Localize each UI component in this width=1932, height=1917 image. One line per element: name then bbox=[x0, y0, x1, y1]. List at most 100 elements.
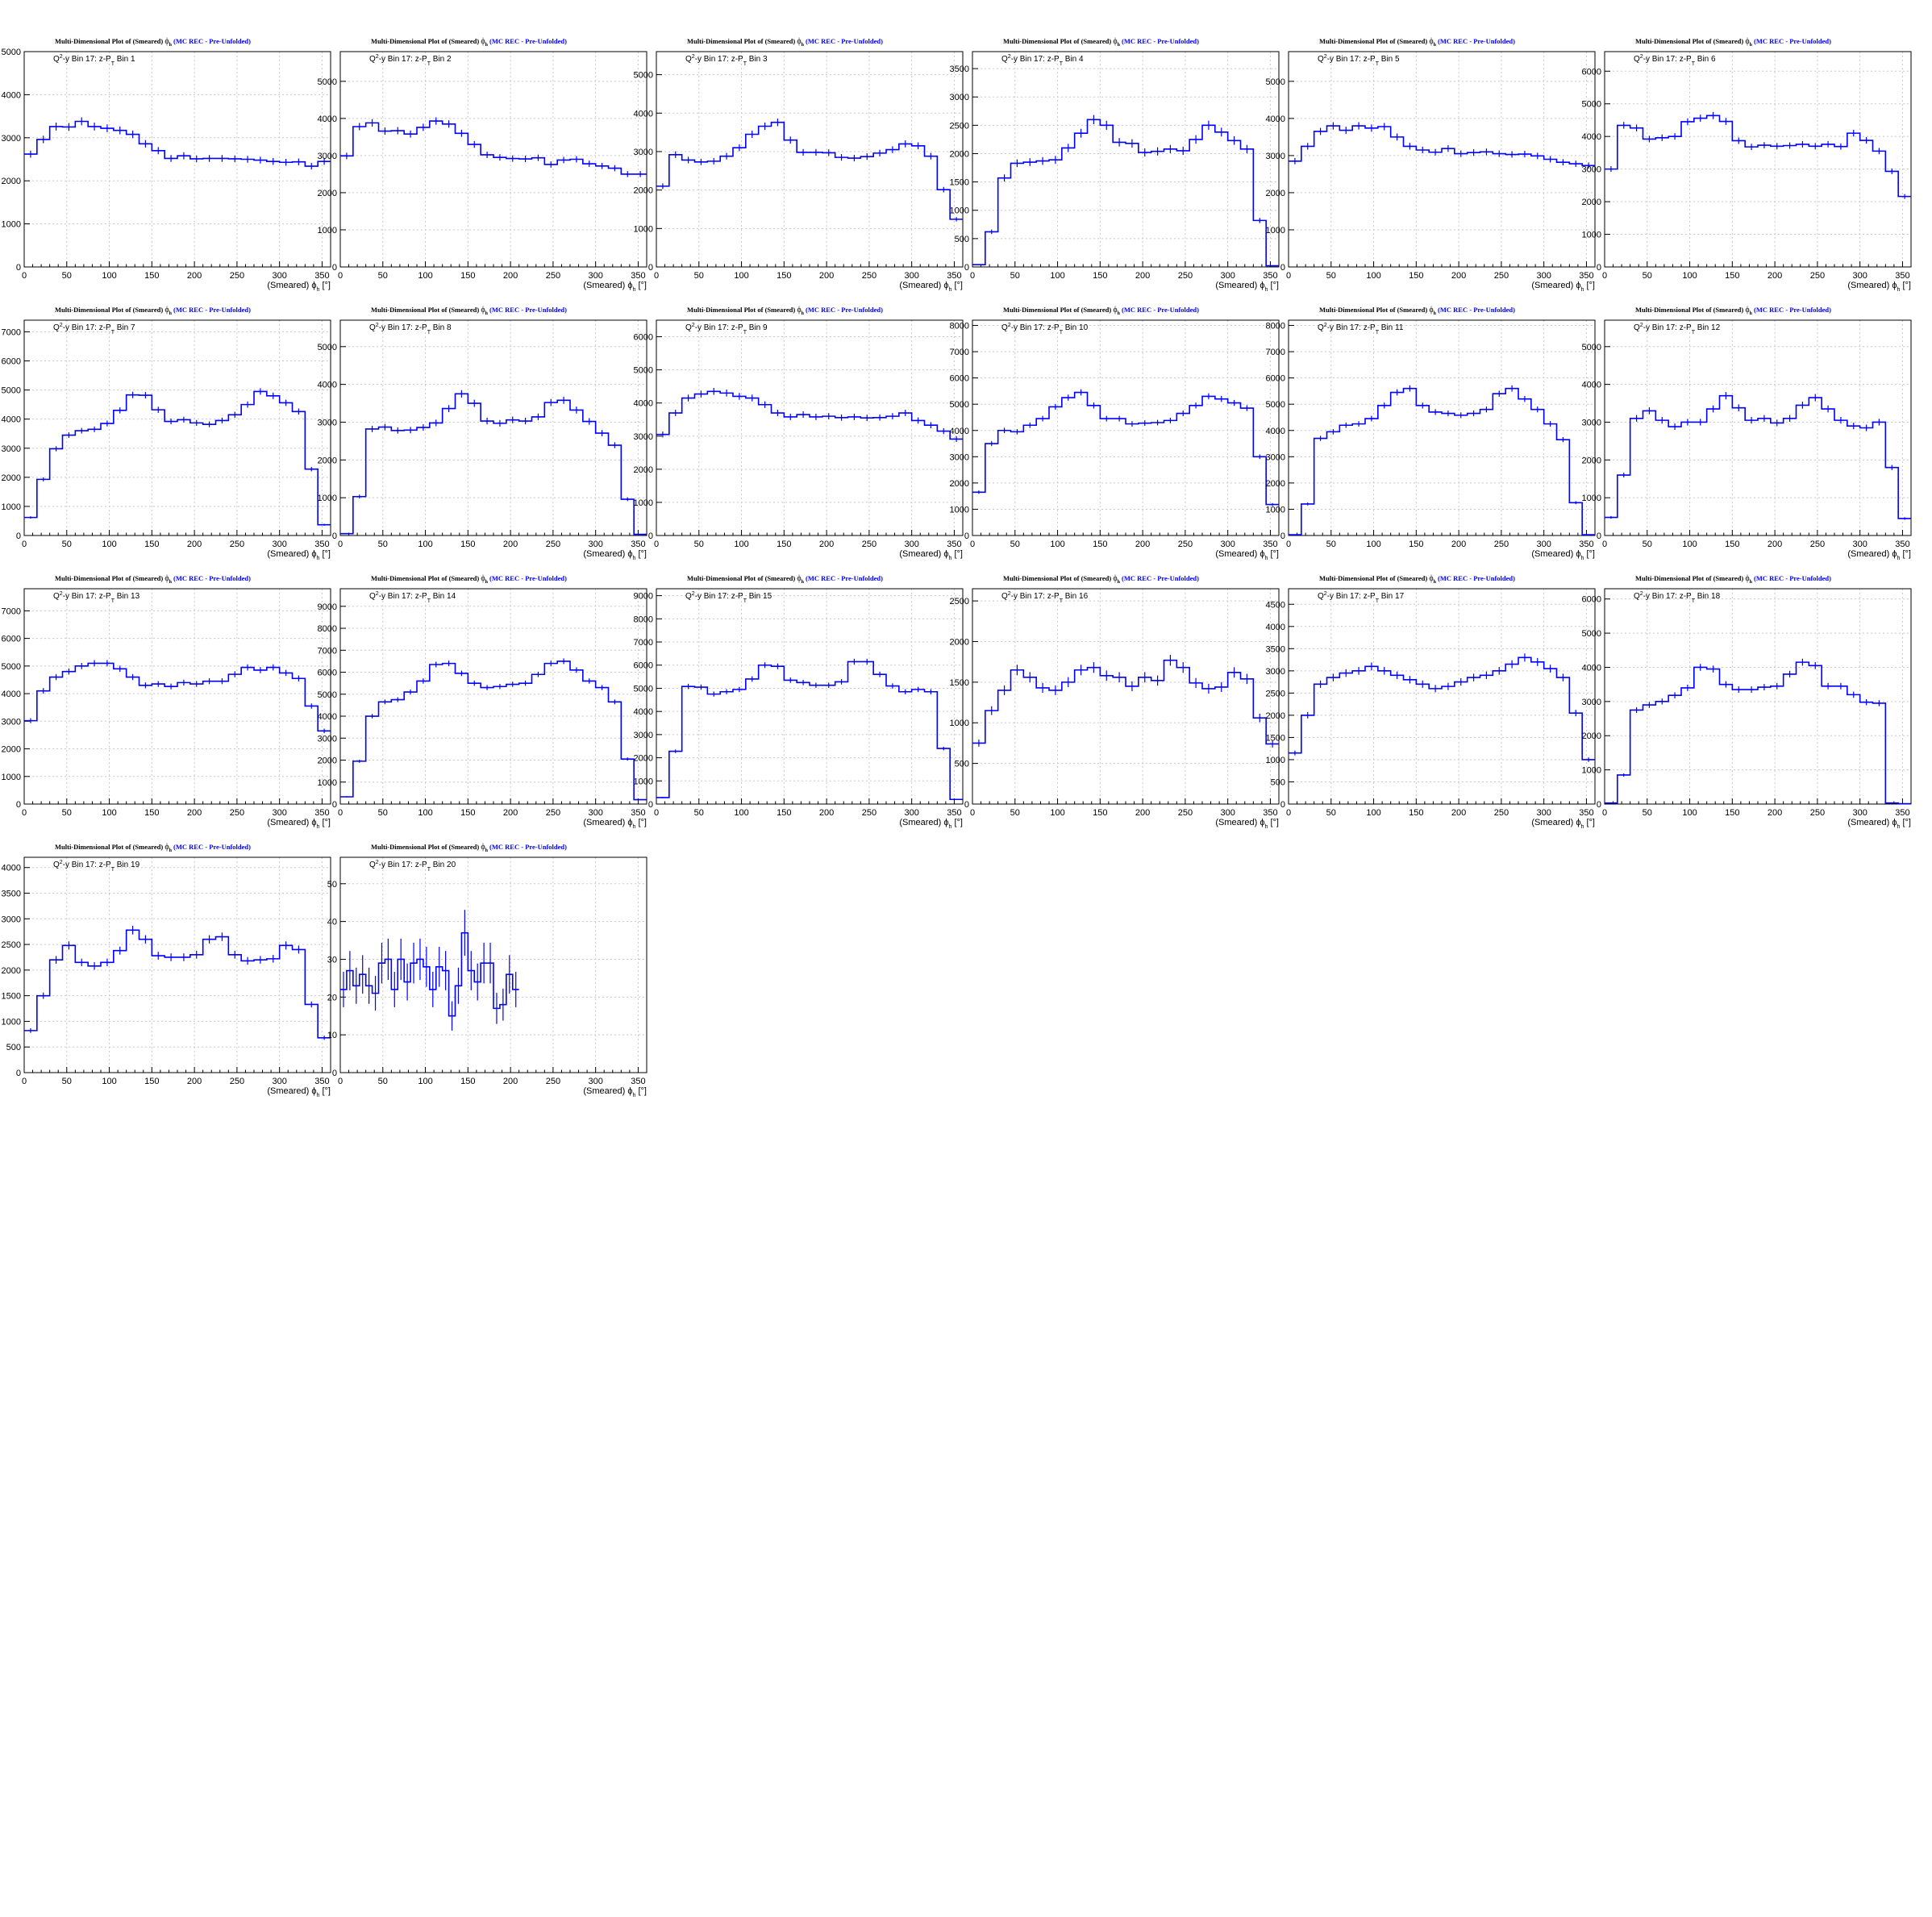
bin-label-bin: Bin 7 bbox=[115, 323, 135, 332]
title-phi: ϕ bbox=[1429, 574, 1433, 583]
x-axis-label-main: (Smeared) ϕ bbox=[1215, 281, 1264, 290]
x-tick-label: 0 bbox=[970, 271, 975, 281]
y-tick-label: 0 bbox=[964, 263, 969, 273]
x-tick-label: 0 bbox=[654, 271, 659, 281]
x-axis-label-main: (Smeared) ϕ bbox=[583, 818, 632, 827]
x-axis-label: (Smeared) ϕh [°] bbox=[583, 1086, 647, 1098]
x-axis-label-unit: [°] bbox=[1268, 281, 1279, 290]
x-tick-label: 300 bbox=[1220, 540, 1235, 549]
x-axis-label-sub: h bbox=[949, 556, 952, 561]
bin-label-bin: Bin 19 bbox=[115, 861, 140, 869]
plot-frame bbox=[339, 588, 647, 805]
x-tick-label: 200 bbox=[187, 271, 202, 281]
x-tick-label: 300 bbox=[272, 808, 286, 818]
bin-label-sub: T bbox=[427, 598, 431, 604]
x-axis-label-sub: h bbox=[633, 287, 636, 293]
y-tick-label: 2000 bbox=[634, 186, 653, 196]
histogram-panel-4: 0 50 100 150 200 250 300 3500500100015002000250… bbox=[950, 37, 1280, 293]
x-tick-label: 150 bbox=[460, 1077, 475, 1086]
x-axis-label-unit: [°] bbox=[635, 818, 647, 827]
histogram-line bbox=[656, 390, 963, 440]
chart-title: Multi-Dimensional Plot of (Smeared) ϕh (… bbox=[55, 574, 251, 585]
x-tick-label: 100 bbox=[102, 808, 116, 818]
histogram-line bbox=[340, 120, 647, 175]
x-tick-label: 250 bbox=[230, 808, 244, 818]
x-axis-label: (Smeared) ϕh [°] bbox=[1531, 281, 1595, 293]
x-axis-label-sub: h bbox=[1265, 556, 1268, 561]
x-tick-label: 200 bbox=[1135, 808, 1150, 818]
bin-label-bin: Bin 3 bbox=[747, 55, 768, 64]
chart-title: Multi-Dimensional Plot of (Smeared) ϕh (… bbox=[1635, 37, 1831, 48]
y-tick-label: 1000 bbox=[1582, 766, 1601, 776]
y-tick-label: 7000 bbox=[2, 606, 21, 616]
title-main: Multi-Dimensional Plot of (Smeared) bbox=[55, 843, 164, 851]
x-axis-label: (Smeared) ϕh [°] bbox=[1847, 818, 1911, 830]
bin-label-sup: 2 bbox=[376, 591, 379, 597]
y-tick-label: 5000 bbox=[634, 71, 653, 81]
bin-label-sub: T bbox=[111, 61, 115, 67]
x-axis-label: (Smeared) ϕh [°] bbox=[1847, 281, 1911, 293]
x-tick-label: 200 bbox=[1451, 271, 1466, 281]
x-tick-label: 250 bbox=[546, 540, 560, 549]
title-tag: (MC REC - Pre-Unfolded) bbox=[488, 306, 567, 314]
x-axis-label: (Smeared) ϕh [°] bbox=[1847, 549, 1911, 561]
title-tag: (MC REC - Pre-Unfolded) bbox=[172, 37, 251, 45]
histogram-line bbox=[1605, 661, 1911, 805]
bin-label-mid: -y Bin 17: z-P bbox=[1327, 55, 1376, 64]
x-tick-label: 250 bbox=[1810, 540, 1825, 549]
title-tag: (MC REC - Pre-Unfolded) bbox=[488, 843, 567, 851]
y-tick-label: 6000 bbox=[1266, 374, 1285, 384]
title-main: Multi-Dimensional Plot of (Smeared) bbox=[1635, 574, 1745, 582]
x-axis-label: (Smeared) ϕh [°] bbox=[1215, 281, 1279, 293]
chart-title: Multi-Dimensional Plot of (Smeared) ϕh (… bbox=[1003, 574, 1199, 585]
bin-label-sub: T bbox=[1060, 61, 1064, 67]
y-tick-label: 1000 bbox=[950, 505, 969, 515]
bin-label-bin: Bin 2 bbox=[431, 55, 452, 64]
plot-frame bbox=[339, 319, 647, 536]
title-tag: (MC REC - Pre-Unfolded) bbox=[488, 574, 567, 582]
y-tick-label: 5000 bbox=[950, 400, 969, 410]
x-tick-label: 0 bbox=[1286, 808, 1291, 818]
bin-label: Q2-y Bin 17: z-PT Bin 14 bbox=[369, 591, 456, 604]
plot-frame bbox=[23, 856, 331, 1073]
histogram-line bbox=[24, 662, 331, 732]
x-tick-label: 250 bbox=[546, 808, 560, 818]
x-axis-label-unit: [°] bbox=[951, 549, 963, 559]
y-tick-label: 5000 bbox=[1582, 629, 1601, 639]
y-tick-label: 3000 bbox=[2, 915, 21, 924]
x-tick-label: 50 bbox=[62, 1077, 72, 1086]
x-tick-label: 0 bbox=[970, 540, 975, 549]
x-tick-label: 100 bbox=[1366, 271, 1380, 281]
title-tag: (MC REC - Pre-Unfolded) bbox=[804, 37, 883, 45]
x-tick-label: 0 bbox=[1286, 271, 1291, 281]
y-tick-label: 5000 bbox=[634, 684, 653, 694]
x-axis-label-unit: [°] bbox=[951, 281, 963, 290]
x-tick-label: 100 bbox=[1366, 540, 1380, 549]
chart-title: Multi-Dimensional Plot of (Smeared) ϕh (… bbox=[1319, 574, 1515, 585]
x-tick-label: 0 bbox=[1602, 540, 1607, 549]
x-axis-label-main: (Smeared) ϕ bbox=[267, 281, 316, 290]
y-tick-label: 2500 bbox=[2, 940, 21, 950]
bin-label-sup: 2 bbox=[1640, 323, 1643, 328]
bin-label-sub: T bbox=[1376, 330, 1380, 335]
histogram-panel-15: 0 50 100 150 200 250 300 3500100020003000400050… bbox=[634, 574, 964, 830]
bin-label-bin: Bin 14 bbox=[431, 592, 456, 601]
y-tick-label: 7000 bbox=[2, 327, 21, 337]
x-axis-label-sub: h bbox=[1897, 287, 1901, 293]
x-tick-label: 200 bbox=[503, 1077, 518, 1086]
bin-label: Q2-y Bin 17: z-PT Bin 12 bbox=[1634, 323, 1721, 335]
x-tick-label: 300 bbox=[1852, 271, 1867, 281]
x-tick-label: 100 bbox=[418, 540, 432, 549]
x-tick-label: 150 bbox=[1725, 271, 1739, 281]
x-tick-label: 350 bbox=[947, 271, 961, 281]
x-tick-label: 350 bbox=[631, 271, 645, 281]
x-axis-label-sub: h bbox=[317, 556, 320, 561]
bin-label-sup: 2 bbox=[1640, 54, 1643, 60]
y-tick-label: 0 bbox=[1597, 800, 1601, 810]
bin-label-sup: 2 bbox=[1324, 54, 1327, 60]
y-tick-label: 2000 bbox=[1266, 189, 1285, 198]
bin-label-mid: -y Bin 17: z-P bbox=[1327, 323, 1376, 332]
bin-label-sub: T bbox=[1060, 598, 1064, 604]
bin-label-mid: -y Bin 17: z-P bbox=[695, 55, 743, 64]
